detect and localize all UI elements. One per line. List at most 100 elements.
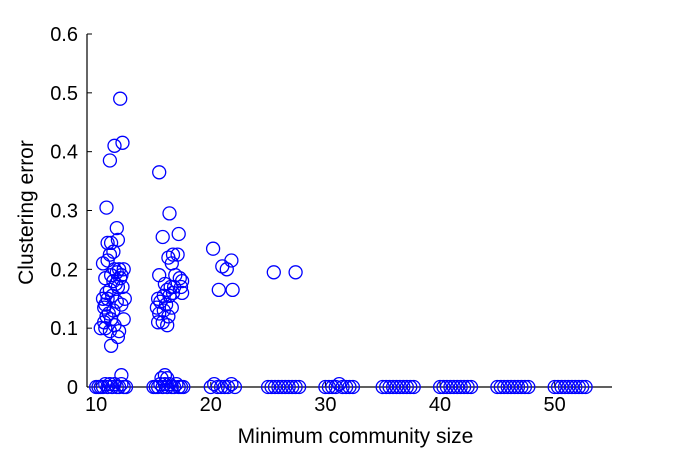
y-tick-label: 0.5 <box>50 83 78 105</box>
data-point <box>453 379 468 395</box>
data-point <box>152 165 167 180</box>
data-point <box>103 338 119 353</box>
data-point <box>281 379 296 395</box>
data-point <box>165 285 181 301</box>
data-point <box>264 379 279 395</box>
data-point <box>155 315 170 330</box>
data-point <box>446 379 461 395</box>
data-point <box>291 379 307 395</box>
data-point <box>164 300 179 315</box>
x-tick-label: 20 <box>200 394 222 416</box>
data-point <box>288 265 303 280</box>
data-point <box>375 379 390 395</box>
data-point <box>328 379 343 395</box>
data-point <box>335 379 350 395</box>
data-point <box>100 379 115 395</box>
data-point <box>224 253 239 268</box>
data-point <box>211 282 226 298</box>
data-point <box>500 379 515 395</box>
data-point <box>162 376 177 392</box>
data-point <box>510 379 526 395</box>
data-point <box>163 279 178 295</box>
data-point <box>557 379 573 395</box>
data-point <box>321 379 337 395</box>
data-point <box>507 379 522 395</box>
data-point <box>564 379 580 395</box>
data-point <box>550 379 566 395</box>
data-point <box>210 379 225 395</box>
data-point <box>102 247 118 262</box>
data-point <box>460 379 475 395</box>
data-point <box>266 265 281 280</box>
data-point <box>110 329 126 345</box>
data-point <box>203 379 218 395</box>
data-point <box>385 379 401 395</box>
data-point <box>116 262 131 277</box>
data-point <box>93 321 108 336</box>
data-point <box>225 282 240 298</box>
data-point <box>267 379 283 395</box>
data-point <box>497 379 512 395</box>
data-point <box>95 256 111 271</box>
data-point <box>274 379 290 395</box>
data-point <box>547 379 562 395</box>
data-point <box>220 379 236 395</box>
x-axis-label: Minimum community size <box>238 425 474 448</box>
data-point <box>392 379 408 395</box>
data-point <box>157 376 173 392</box>
data-point <box>153 376 168 392</box>
data-point <box>98 376 113 392</box>
data-point <box>219 262 234 277</box>
data-point <box>271 379 286 395</box>
data-point <box>406 379 421 395</box>
data-point <box>100 253 115 268</box>
data-point <box>111 323 127 339</box>
data-point <box>115 135 130 150</box>
data-point <box>521 379 536 395</box>
data-point <box>382 379 397 395</box>
y-axis-label: Clustering error <box>15 140 38 285</box>
data-point <box>99 200 114 215</box>
data-point <box>571 379 586 395</box>
data-point <box>389 379 404 395</box>
data-point <box>155 229 170 245</box>
x-tick-label: 10 <box>85 394 107 416</box>
data-point <box>149 300 165 315</box>
data-point <box>439 379 455 395</box>
y-tick-label: 0.2 <box>50 259 78 281</box>
data-point <box>575 379 590 395</box>
data-point <box>215 259 230 274</box>
data-point <box>160 379 175 395</box>
data-point <box>288 379 303 395</box>
data-point <box>205 241 221 256</box>
data-point <box>103 235 119 251</box>
data-point <box>403 379 418 395</box>
y-tick-label: 0 <box>67 377 78 399</box>
data-points <box>89 91 593 395</box>
y-tick-label: 0.4 <box>50 142 78 164</box>
x-tick-label: 30 <box>314 394 336 416</box>
data-point <box>109 220 124 236</box>
y-tick-label: 0.6 <box>50 24 78 46</box>
data-point <box>116 312 131 327</box>
data-point <box>107 138 122 153</box>
data-point <box>332 376 347 392</box>
data-point <box>517 379 533 395</box>
data-point <box>338 379 354 395</box>
data-point <box>554 379 569 395</box>
data-point <box>99 309 114 324</box>
x-tick-label: 50 <box>544 394 566 416</box>
data-point <box>169 376 184 392</box>
data-point <box>514 379 529 395</box>
y-tick-label: 0.1 <box>50 318 78 340</box>
data-point <box>450 379 465 395</box>
data-point <box>436 379 451 395</box>
data-point <box>568 379 583 395</box>
data-point <box>114 376 129 392</box>
data-point <box>224 376 239 392</box>
data-point <box>107 376 122 392</box>
data-point <box>578 379 593 395</box>
y-tick-label: 0.3 <box>50 201 78 223</box>
data-point <box>285 379 300 395</box>
data-point <box>561 379 576 395</box>
